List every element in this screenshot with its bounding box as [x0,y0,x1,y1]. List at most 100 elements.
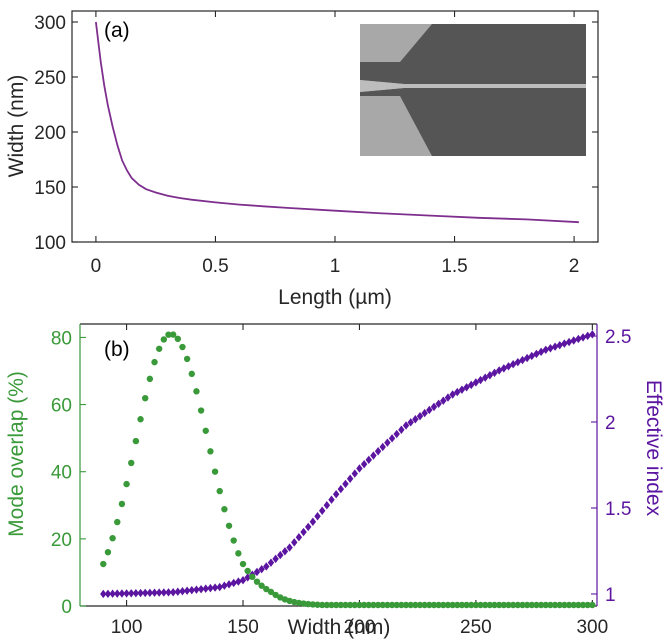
mode-overlap-point [300,600,307,607]
mode-overlap-point [225,522,233,529]
mode-overlap-point [342,601,349,609]
effective-index-point [565,337,573,347]
mode-overlap-point [337,601,345,609]
effective-index-point [267,558,275,567]
effective-index-point [128,589,135,598]
a-y-tick-label: 150 [34,178,66,199]
effective-index-point [477,375,484,385]
effective-index-point [174,587,182,596]
b-right-tick-label: 1.5 [605,499,631,520]
effective-index-point [207,583,214,593]
mode-overlap-point [253,578,261,585]
mode-overlap-point [458,601,466,609]
effective-index-point [221,581,228,590]
effective-index-point [179,587,186,596]
mode-overlap-point [211,468,219,475]
effective-index-point [486,371,494,380]
mode-overlap-point [360,601,368,609]
b-left-tick-label: 20 [51,530,72,551]
b-left-tick-label: 40 [51,463,72,484]
mode-overlap-point [468,601,475,609]
mode-overlap-point [332,601,340,609]
effective-index-point [398,425,405,434]
effective-index-point [519,355,526,365]
panel-b-label: (b) [104,338,130,361]
panel-b: 100 150 200 250 300 0 20 40 60 80 1 1.5 2 2.5 (b) W… [5,323,664,639]
mode-overlap-point [416,601,424,609]
mode-overlap-point [188,370,195,378]
b-right-tick-label: 2.5 [605,327,631,348]
mode-overlap-point [412,601,419,609]
effective-index-point [416,411,424,421]
mode-overlap-point [165,331,172,338]
mode-overlap-point [323,601,331,609]
mode-overlap-point [151,358,158,366]
mode-overlap-point [328,601,335,609]
effective-index-point [197,584,205,594]
panel-a: 100 150 200 250 300 0 0.5 1 1.5 2 (a) Length (µm… [5,10,599,309]
effective-index-point [123,589,130,598]
panel-b-left-y-label: Mode overlap (%) [5,371,28,537]
effective-index-point [295,533,303,542]
effective-index-point [263,562,270,571]
mode-overlap-point [509,601,517,609]
effective-index-point [509,360,517,369]
width-curve [95,21,579,224]
mode-overlap-point [346,601,354,609]
mode-overlap-point [537,601,545,609]
effective-index-point [253,567,261,577]
mode-overlap-point [393,601,400,609]
panel-a-label: (a) [104,19,130,42]
mode-overlap-point [523,601,531,609]
effective-index-point [137,588,144,598]
mode-overlap-point [197,407,205,414]
b-left-tick-label: 60 [51,396,72,417]
mode-overlap-point [454,601,461,609]
b-right-tick-label: 1 [605,585,616,606]
mode-overlap-point [146,375,154,383]
mode-overlap-point [305,600,312,608]
effective-index-point [244,573,251,582]
effective-index-point [430,402,438,412]
mode-overlap-point [295,599,303,607]
mode-overlap-point [388,601,396,609]
a-y-tick-label: 250 [34,68,66,89]
effective-index-point [468,380,475,390]
effective-index-point [272,554,279,564]
mode-overlap-point [104,548,112,556]
effective-index-point [346,474,354,483]
mode-overlap-point [505,601,512,609]
a-y-tick-label: 300 [34,13,66,34]
mode-overlap-point [318,601,326,609]
mode-overlap-point [398,601,405,609]
effective-index-point [337,484,345,494]
mode-overlap-point [365,601,372,609]
effective-index-point [440,396,447,405]
effective-index-point [444,393,452,402]
effective-index-point [370,451,377,460]
effective-index-point [211,583,219,592]
effective-index-point [561,339,568,348]
mode-overlap-point [235,550,242,557]
effective-index-point [258,565,265,574]
mode-overlap-point [482,601,489,609]
effective-index-point [575,334,582,344]
effective-index-point [305,522,312,532]
mode-overlap-point [472,601,480,609]
effective-index-point [114,589,121,598]
mode-overlap-point [239,560,247,568]
a-y-tick-label: 100 [34,233,66,254]
mode-overlap-point [435,601,442,609]
mode-overlap-point [421,601,428,609]
mode-overlap-point [193,388,200,395]
mode-overlap-point [379,601,386,609]
effective-index-point [160,588,168,597]
mode-overlap-point [384,601,391,609]
effective-index-point [318,506,326,515]
effective-index-point [277,550,284,560]
mode-overlap-point [426,601,433,609]
b-x-tick-label: 150 [227,617,259,638]
mode-overlap-point [272,591,279,599]
effective-index-point [379,442,386,452]
effective-index-point [402,421,410,430]
